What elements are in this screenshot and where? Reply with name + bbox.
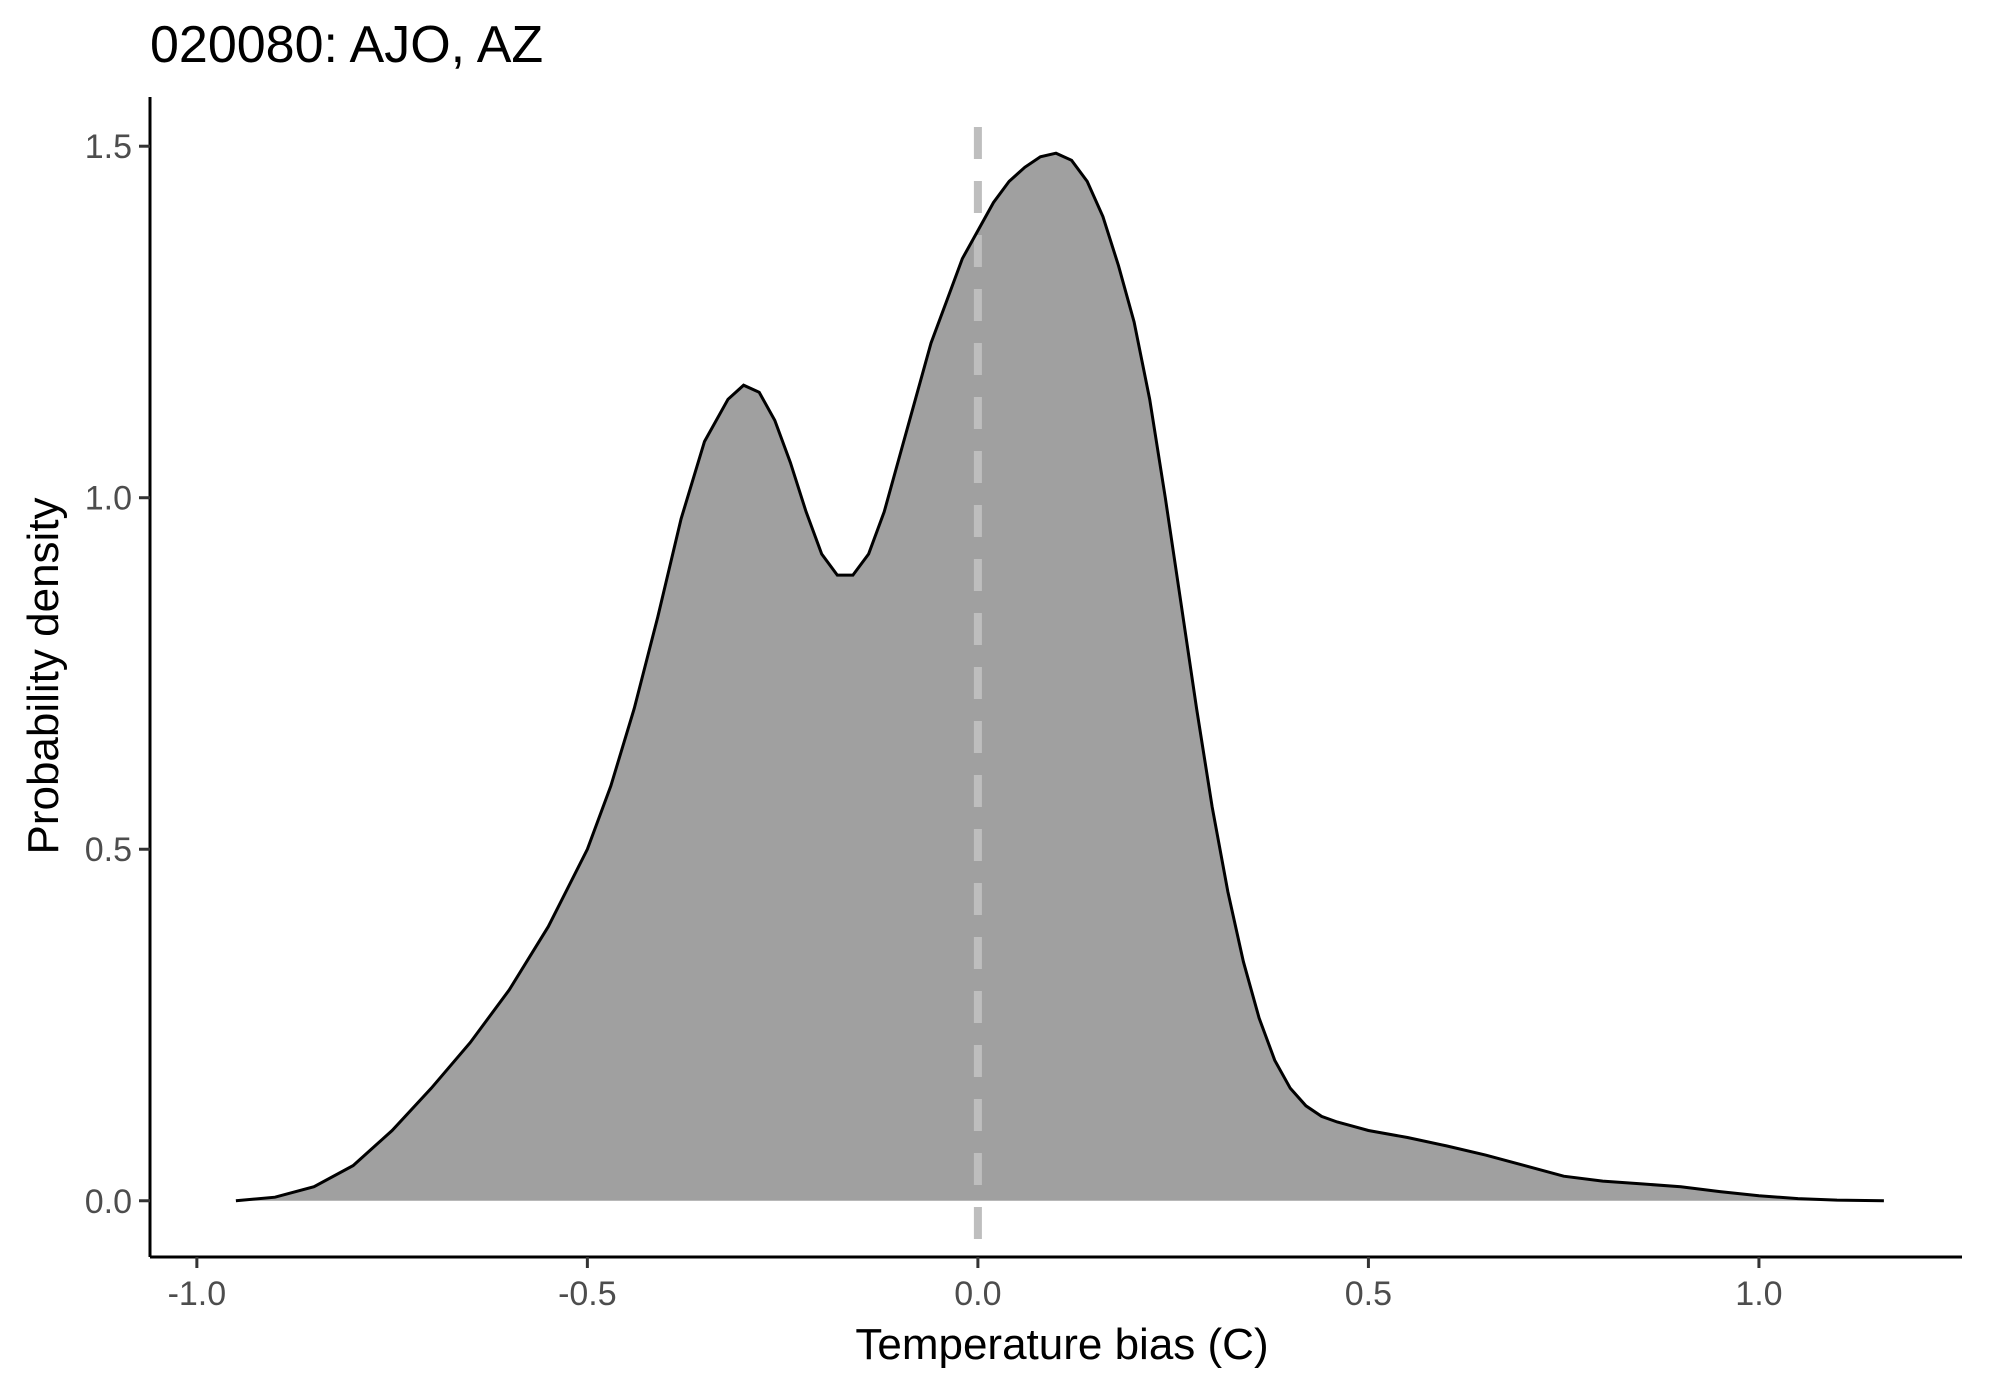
- y-axis: 0.0 0.5 1.0 1.5: [85, 97, 152, 1257]
- y-tick-label: 0.5: [85, 831, 132, 869]
- x-tick-label: 1.0: [1735, 1275, 1782, 1313]
- y-axis-title: Probability density: [19, 497, 68, 854]
- x-tick-label: 0.5: [1345, 1275, 1392, 1313]
- density-area: [235, 153, 1884, 1201]
- chart-title: 020080: AJO, AZ: [150, 16, 543, 74]
- x-tick-label: -0.5: [558, 1275, 617, 1313]
- y-tick-label: 1.0: [85, 480, 132, 518]
- x-tick-label: 0.0: [954, 1275, 1001, 1313]
- x-axis-title: Temperature bias (C): [855, 1320, 1268, 1369]
- x-axis: -1.0 -0.5 0.0 0.5 1.0: [150, 1255, 1962, 1313]
- x-tick-label: -1.0: [168, 1275, 227, 1313]
- plot-area: [235, 127, 1884, 1257]
- density-curve: [235, 151, 1884, 1203]
- y-tick-label: 0.0: [85, 1183, 132, 1221]
- y-tick-label: 1.5: [85, 128, 132, 166]
